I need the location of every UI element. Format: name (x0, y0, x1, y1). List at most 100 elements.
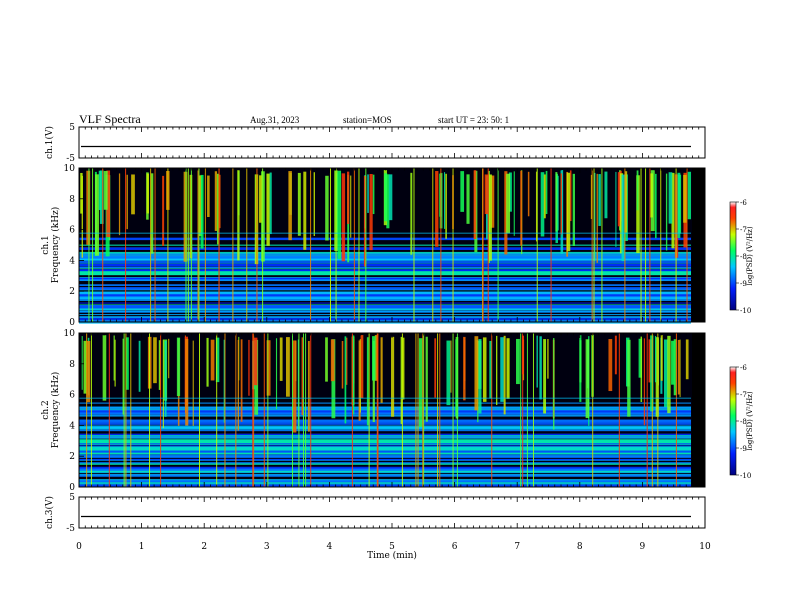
ch1-spectrogram-band (79, 247, 691, 250)
ch3-waveform-ylabel: ch.3(V) (44, 496, 55, 529)
ch1-spectrogram-sferic (310, 168, 312, 322)
ch2-spectrogram-sferic (298, 333, 300, 487)
ch1-spectrogram-burst (146, 173, 149, 214)
ch1-spectrogram-burst (216, 173, 219, 245)
ch2-spectrogram-burst (81, 336, 83, 390)
ch2-spectrogram-burst (138, 340, 141, 392)
ch1-spectrogram-band (79, 237, 691, 240)
ch2-spectrogram-band (79, 439, 691, 444)
ch2-spectrogram-ytick-label: 6 (69, 391, 75, 401)
ch2-spectrogram-sferic (456, 333, 458, 487)
ch2-spectrogram-band (79, 422, 691, 425)
ch2-spectrogram-sferic (401, 333, 403, 487)
ch2-spectrogram-burst (162, 339, 164, 429)
ch2-spectrogram-band (79, 429, 691, 432)
ch2-spectrogram-ytick-label: 4 (69, 421, 75, 431)
ch1-spectrogram-burst (506, 173, 511, 234)
x-tick-label: 5 (389, 542, 395, 552)
ch1-spectrogram-burst (347, 171, 350, 224)
x-tick-label: 0 (76, 542, 82, 552)
ch2-spectrogram-sferic (491, 333, 493, 487)
ch2-spectrogram-sferic (108, 333, 110, 487)
ch2-spectrogram-band (79, 468, 691, 470)
ch1-spectrogram-image (79, 168, 705, 324)
ch2-spectrogram-burst (223, 339, 226, 423)
ch2-spectrogram-burst (671, 340, 675, 385)
ch1-spectrogram-sferic (92, 168, 94, 322)
ch2-spectrogram-band (79, 421, 691, 424)
ch1-spectrogram-band (79, 317, 691, 319)
ch1-spectrogram-burst (636, 175, 640, 254)
ch2-spectrogram-band (79, 397, 691, 399)
ch2-spectrogram-sferic (376, 333, 378, 487)
ch2-spectrogram-sferic (675, 333, 677, 487)
ch1-colorbar (729, 201, 737, 311)
station-label: station=MOS (343, 115, 392, 125)
ch2-spectrogram-burst (516, 338, 520, 385)
ch2-spectrogram-sferic (130, 333, 132, 487)
ch1-spectrogram-band (79, 321, 691, 324)
ch2-spectrogram-band (79, 419, 691, 422)
ch1-spectrogram-burst (435, 171, 439, 247)
ch2-spectrogram-burst (266, 340, 271, 396)
ch2-spectrogram-burst (86, 340, 91, 403)
ch1-spectrogram-sferic (482, 168, 484, 322)
ch1-spectrogram-sferic (675, 168, 677, 322)
ch1-spectrogram-burst (336, 173, 338, 236)
ch2-spectrogram-burst (455, 339, 457, 416)
ch2-spectrogram-band (79, 414, 691, 417)
ch2-spectrogram-burst (330, 339, 335, 382)
ch2-colorbar-tick-label: -7 (740, 391, 747, 399)
ch2-spectrogram-band (79, 462, 691, 464)
ch2-spectrogram-band (79, 446, 691, 449)
ch1-spectrogram-sferic (197, 168, 199, 322)
ch2-spectrogram-band (79, 451, 691, 453)
ch1-spectrogram-burst (162, 175, 165, 246)
x-tick-label: 2 (201, 542, 207, 552)
ch1-spectrogram-sferic (256, 168, 258, 322)
ch1-spectrogram-burst (297, 172, 301, 236)
ch2-spectrogram-burst (539, 336, 542, 400)
ch1-spectrogram-burst (288, 171, 292, 241)
ch2-colorbar-tick-label: -8 (740, 418, 747, 426)
ch2-spectrogram-band (79, 474, 691, 477)
ch1-spectrogram-burst (654, 173, 657, 239)
ch1-spectrogram-burst (650, 173, 653, 218)
ch2-spectrogram-burst (164, 340, 167, 417)
ch1-spectrogram-band (79, 253, 691, 256)
ch2-spectrogram-band (79, 482, 691, 484)
ch1-spectrogram-burst (527, 171, 530, 217)
ch2-spectrogram-burst (297, 339, 299, 427)
ch1-spectrogram-band (79, 316, 691, 318)
ch2-spectrogram-burst (450, 340, 452, 393)
ch2-spectrogram-burst (372, 336, 376, 381)
ch2-spectrogram-ytick-label: 10 (64, 329, 76, 339)
ch2-spectrogram-burst (372, 340, 375, 423)
ch2-spectrogram-burst (359, 339, 361, 413)
ch1-colorbar-tick-label: -9 (740, 280, 747, 288)
ch1-spectrogram-burst (668, 172, 673, 224)
ch1-colorbar-label: log(PSD) (V²/Hz) (746, 226, 754, 285)
ch1-spectrogram-burst (545, 170, 548, 215)
ch1-spectrogram-sferic (262, 168, 264, 322)
ch1-spectrogram-burst (388, 174, 393, 221)
ch1-spectrogram-burst (98, 170, 102, 210)
ch1-spectrogram-burst (86, 170, 91, 245)
ch2-spectrogram-burst (374, 335, 378, 381)
ch2-spectrogram-burst (358, 340, 361, 421)
ch1-spectrogram-band (79, 232, 691, 234)
ch1-spectrogram-band (79, 302, 691, 304)
ch2-spectrogram-burst (176, 337, 181, 397)
ch1-spectrogram-sferic (482, 168, 484, 322)
ch1-waveform-ylabel: ch.1(V) (44, 126, 55, 159)
ch2-spectrogram-sferic (149, 333, 151, 487)
ch1-spectrogram-sferic (167, 168, 169, 322)
ch1-spectrogram-burst (596, 173, 598, 263)
ch1-spectrogram-burst (621, 174, 625, 262)
ch2-spectrogram-burst (285, 337, 290, 397)
ch2-spectrogram-burst (418, 338, 423, 427)
ch1-spectrogram-band (79, 307, 691, 310)
ch2-spectrogram-sferic (305, 333, 307, 487)
ch2-spectrogram-band (79, 407, 691, 410)
ch1-spectrogram-burst (207, 175, 210, 218)
